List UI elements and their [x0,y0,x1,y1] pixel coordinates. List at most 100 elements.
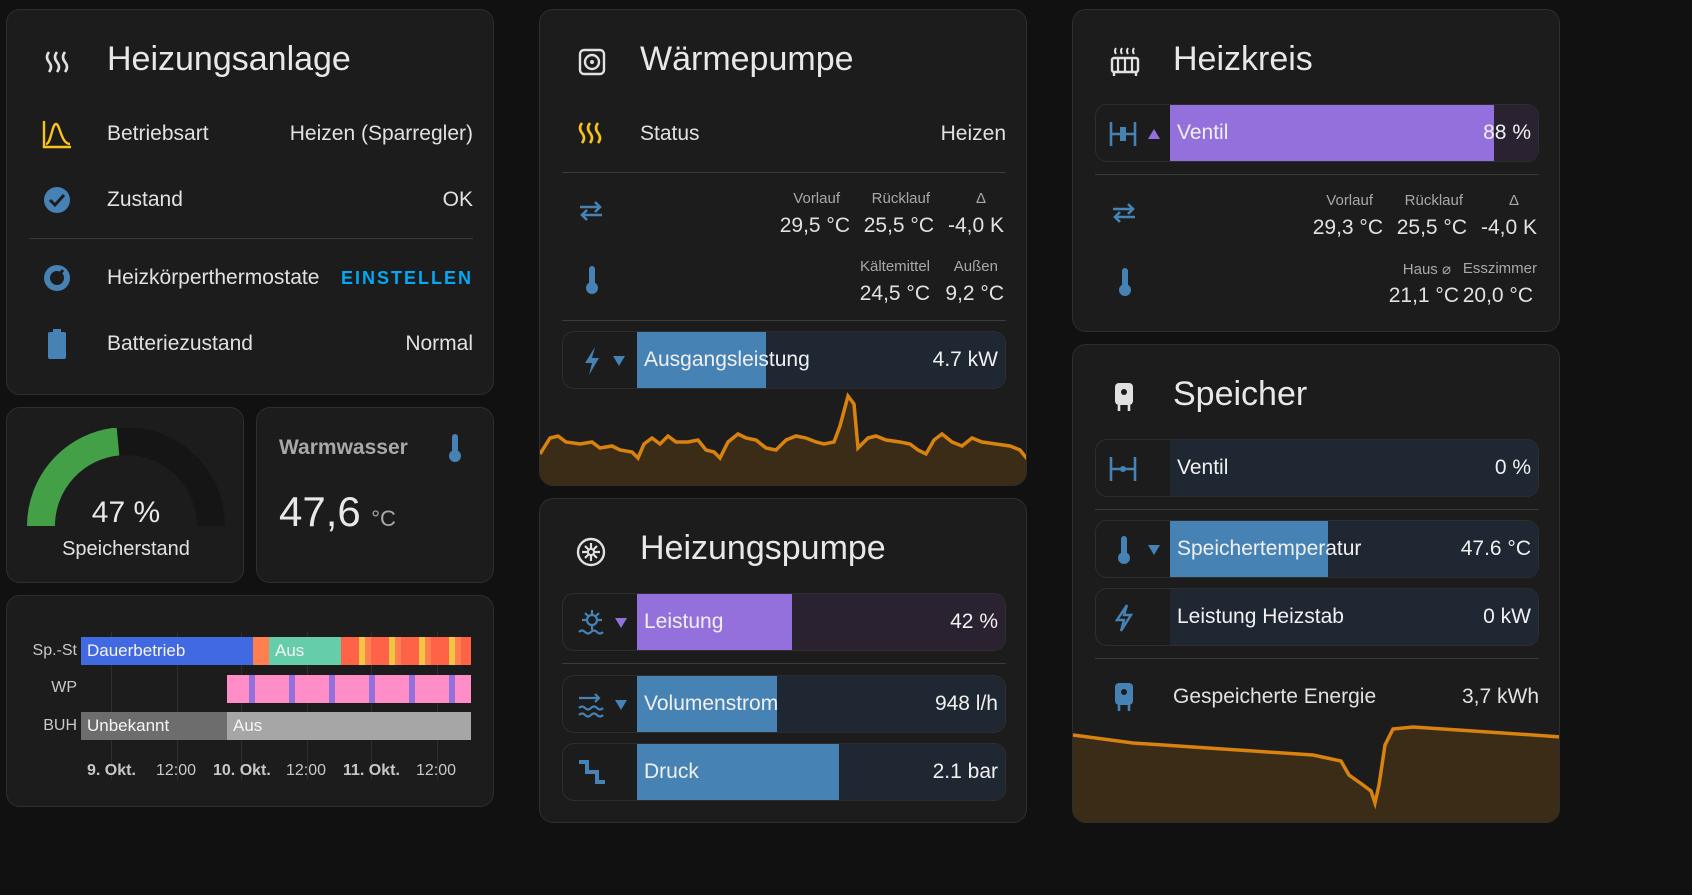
delta-value: -4,0 K [947,214,1004,237]
axis-tick-label: 11. Okt. [343,762,400,779]
warmwasser-value: 47,6 °C [279,488,396,536]
chevron-down-icon [613,356,625,366]
speicher-ventil-bar[interactable]: Ventil 0 % [1095,439,1539,497]
bar-fill [637,676,777,732]
flow-arrows-icon [578,693,604,718]
esszimmer-value: 20,0 °C [1462,284,1533,307]
axis-tick-label: 9. Okt. [87,762,136,779]
heizstab-bar[interactable]: Leistung Heizstab 0 kW [1095,588,1539,646]
row-label: Heizkörperthermostate [107,266,320,289]
timeline-segment[interactable] [341,637,471,665]
history-timeline-card[interactable]: Sp.-St WP BUH Dauerbetrieb Aus Unbekannt… [6,595,494,807]
ruecklauf-label: Rücklauf [871,190,930,207]
vorlauf-label: Vorlauf [793,190,840,207]
speichertemperatur-bar[interactable]: Speichertemperatur 47.6 °C [1095,520,1539,578]
bar-value: 0 % [1494,456,1531,479]
bar-fill [637,332,766,388]
axis-tick-label: 12:00 [416,762,457,779]
water-boiler-icon [1115,683,1133,711]
swap-arrows-icon [580,201,602,221]
bar-value: 88 % [1483,121,1531,144]
swap-arrows-icon [1113,203,1135,223]
vorlauf-value: 29,5 °C [779,214,850,237]
heizungsanlage-card: Heizungsanlage Betriebsart Heizen (Sparr… [6,9,494,395]
bar-track: Leistung 42 % [637,594,1005,650]
bar-label: Druck [644,760,699,783]
gauge [27,428,225,527]
timeline-segment[interactable]: Dauerbetrieb [81,637,253,665]
timeline-row-label: WP [51,679,77,696]
check-circle-icon [44,187,70,213]
warmwasser-card[interactable]: Warmwasser 47,6 °C [256,407,494,583]
row-value: OK [442,188,473,211]
kaeltemittel-value: 24,5 °C [859,282,930,305]
row-value: Heizen [940,122,1006,145]
card-title: Heizungspumpe [640,529,886,567]
row-label: Zustand [107,188,183,211]
bar-icon-area [1096,105,1170,161]
haus-value: 21,1 °C [1388,284,1459,307]
chevron-down-icon [615,700,627,710]
bar-icon-area [1096,589,1170,645]
timeline-segment[interactable]: Aus [227,712,471,740]
bar-fill [1170,521,1329,577]
thermometer-icon [1119,268,1131,296]
timeline-segment[interactable]: Aus [269,637,341,665]
segment-label: Aus [233,716,263,735]
segment-label: Aus [275,641,305,660]
timeline-segment[interactable] [227,675,471,703]
speicher-card: Speicher Ventil 0 % Speichertemp [1072,344,1560,823]
divider [29,238,473,239]
delta-label: Δ [1508,192,1519,209]
divider [562,172,1006,173]
heizungspumpe-card: Heizungspumpe Leistung 42 % [539,498,1027,823]
druck-bar[interactable]: Druck 2.1 bar [562,743,1006,801]
bar-label: Ventil [1177,121,1229,144]
bar-value: 4.7 kW [932,348,998,371]
leistung-bar[interactable]: Leistung 42 % [562,593,1006,651]
row-betriebsart[interactable]: Betriebsart Heizen (Sparregler) [7,114,493,154]
bar-fill [637,744,840,800]
timeline-row-label: BUH [43,717,77,734]
row-label: Gespeicherte Energie [1173,685,1377,708]
card-title: Heizkreis [1173,40,1313,78]
card-title: Speicher [1173,375,1308,413]
bar-value: 948 l/h [934,692,998,715]
divider [1095,509,1539,510]
row-gespeicherte-energie[interactable]: Gespeicherte Energie 3,7 kWh [1073,677,1559,717]
flash-icon [585,347,599,375]
row-value: 3,7 kWh [1461,685,1539,708]
thermometer-icon [449,434,461,462]
timeline-segment[interactable]: Unbekannt [81,712,227,740]
chevron-up-icon [1148,129,1160,139]
chart-bell-curve-icon [42,121,71,149]
warmwasser-title: Warmwasser [279,436,408,459]
volumenstrom-bar[interactable]: Volumenstrom 948 l/h [562,675,1006,733]
axis-tick-label: 12:00 [156,762,197,779]
bar-track: Ausgangsleistung 4.7 kW [637,332,1005,388]
delta-value: -4,0 K [1480,216,1537,239]
heizkreis-card: Heizkreis Ventil 88 % Vorlauf 29,3 °C Rü… [1072,9,1560,332]
row-heizkoerperthermostate[interactable]: Heizkörperthermostate EINSTELLEN [7,258,493,298]
water-boiler-icon [1115,383,1133,411]
bar-track: Druck 2.1 bar [637,744,1005,800]
card-title: Heizungsanlage [107,40,351,78]
bar-label: Volumenstrom [644,692,779,715]
heat-waves-icon [45,51,69,73]
aussen-label: Außen [953,258,998,275]
row-zustand[interactable]: Zustand OK [7,180,493,220]
speicherstand-gauge-card[interactable]: 47 % Speicherstand [6,407,244,583]
row-label: Batteriezustand [107,332,253,355]
bar-icon-area [563,744,637,800]
row-status[interactable]: Status Heizen [540,114,1026,154]
warmwasser-number: 47,6 [279,488,361,535]
pipe-icon [579,760,605,784]
row-batteriezustand[interactable]: Batteriezustand Normal [7,324,493,364]
row-value: Normal [405,332,473,355]
ausgangsleistung-bar[interactable]: Ausgangsleistung 4.7 kW [562,331,1006,389]
timeline-segment[interactable] [253,637,269,665]
divider [1095,174,1539,175]
einstellen-button[interactable]: EINSTELLEN [340,267,473,288]
divider [562,320,1006,321]
ventil-bar[interactable]: Ventil 88 % [1095,104,1539,162]
